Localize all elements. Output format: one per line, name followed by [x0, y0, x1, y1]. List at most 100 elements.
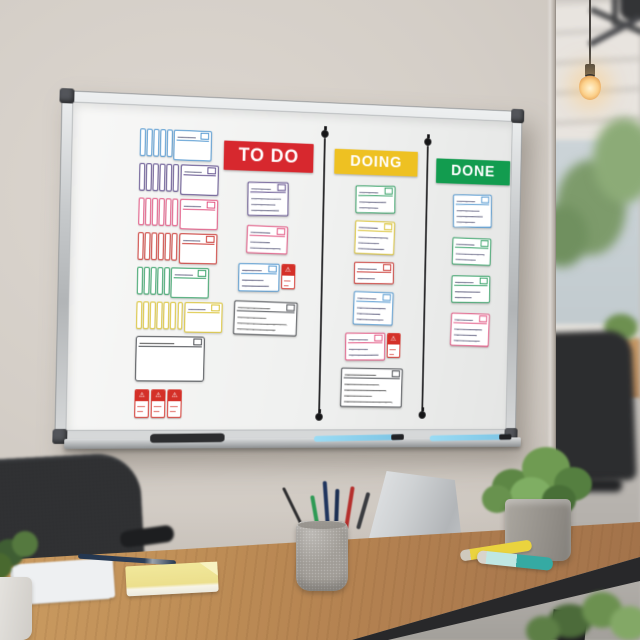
kanban-card-green: mmmmmmmmmmmmmmmmmmmmmmmmmmmmmmmmmmmmmmmm…	[451, 237, 492, 266]
card-number-box	[479, 315, 488, 323]
chair-seat	[620, 0, 640, 20]
scribble-line: mmmmmmmmmmmmmmmmmmmm	[453, 315, 474, 321]
kanban-card-red: mmmmmmmmmmmmmmmmmmmm mmmmmmmmmmmmmmmmmmmm	[353, 261, 394, 285]
card-number-box	[384, 187, 393, 195]
card-header: mmmmmmmmmmmmmmmmmmmm	[250, 183, 286, 193]
stacked-card-edge	[166, 163, 173, 192]
scribble-line: mmmmmmmmmmmmmmmmmmmm	[282, 277, 291, 282]
warning-tag: ⚠mmmmmmmmmmmmmmmmmmmmmmmmmmmmmmmmmmmmmmm…	[386, 332, 401, 358]
yellow-notepad	[125, 561, 219, 597]
card-body: mmmmmmmmmmmmmmmmmmmmmmmmmmmmmmmmmmmmmmmm…	[236, 312, 294, 332]
card-header: mmmmmmmmmmmmmmmmmmmm	[183, 166, 216, 177]
card-body: mmmmmmmmmmmmmmmmmmmmmmmmmmmmmmmmmmmmmmmm	[358, 197, 392, 209]
stacked-card-edge	[160, 129, 167, 157]
stacked-card-edge	[157, 267, 164, 295]
card-number-box	[267, 265, 277, 273]
whiteboard-marker	[313, 434, 403, 442]
pendant-lamp-bulb	[579, 74, 601, 100]
scribble-line: mmmmmmmmmmmmmmmmmmmm	[282, 282, 289, 287]
scribble-line: mmmmmmmmmmmmmmmmmmmm	[454, 255, 477, 261]
card-header: mmmmmmmmmmmmmmmmmmmm	[356, 263, 392, 273]
scribble-line: mmmmmmmmmmmmmmmmmmmm	[455, 212, 484, 218]
card-header: mmmmmmmmmmmmmmmmmmmm	[455, 196, 490, 206]
column-cards-done: mmmmmmmmmmmmmmmmmmmmmmmmmmmmmmmmmmmmmmmm…	[449, 194, 492, 347]
scribble-line: mmmmmmmmmmmmmmmmmmmm	[152, 408, 160, 413]
scribble-line: mmmmmmmmmmmmmmmmmmmm	[181, 236, 201, 242]
scribble-line: mmmmmmmmmmmmmmmmmmmm	[358, 188, 379, 194]
warning-icon: ⚠	[281, 264, 295, 276]
warning-tag: ⚠mmmmmmmmmmmmmmmmmmmmmmmmmmmmmmmmmmmmmmm…	[166, 389, 182, 418]
card-number-box	[277, 184, 286, 192]
scribble-line: mmmmmmmmmmmmmmmmmmmm	[388, 346, 397, 351]
card-header: mmmmmmmmmmmmmmmmmmmm	[182, 200, 215, 211]
card-header: mmmmmmmmmmmmmmmmmmmm	[453, 314, 488, 325]
scribble-line: mmmmmmmmmmmmmmmmmmmm	[355, 309, 381, 315]
scribble-line: mmmmmmmmmmmmmmmmmmmm	[355, 314, 384, 321]
card-body: mmmmmmmmmmmmmmmmmmmmmmmmmmmmmmmmmmmmmmmm	[454, 249, 489, 261]
card-template-stack-purple: mmmmmmmmmmmmmmmmmmmm	[138, 162, 225, 197]
card-body: mmmmmmmmmmmmmmmmmmmmmmmmmmmmmmmmmmmmmmmm	[453, 287, 488, 299]
scribble-line: mmmmmmmmmmmmmmmmmmmm	[358, 197, 387, 203]
scribble-line: mmmmmmmmmmmmmmmmmmmm	[357, 244, 385, 251]
kanban-card-green: mmmmmmmmmmmmmmmmmmmmmmmmmmmmmmmmmmmmmmmm…	[355, 185, 396, 214]
card-template-stack-yellow: mmmmmmmmmmmmmmmmmmmm	[136, 301, 223, 333]
card-number-box	[391, 370, 401, 378]
card-header: mmmmmmmmmmmmmmmmmmmm	[138, 337, 203, 348]
kanban-card-yellow: mmmmmmmmmmmmmmmmmmmm mmmmmmmmmmmmmmmmmmmm…	[354, 220, 396, 256]
stacked-card-edge	[152, 163, 159, 192]
card-header: mmmmmmmmmmmmmmmmmmmm	[347, 334, 383, 344]
scribble-line: mmmmmmmmmmmmmmmmmmmm	[169, 403, 178, 408]
card-header: mmmmmmmmmmmmmmmmmmmm	[236, 302, 295, 314]
scribble-line: mmmmmmmmmmmmmmmmmmmm	[388, 351, 395, 355]
card-header: mmmmmmmmmmmmmmmmmmmm	[455, 239, 489, 249]
scribble-line: mmmmmmmmmmmmmmmmmmmm	[347, 335, 368, 341]
stacked-card-edge	[138, 162, 145, 191]
kanban-card-pink: mmmmmmmmmmmmmmmmmmmmmmmmmmmmmmmmmmmmmmmm…	[344, 332, 385, 361]
column-header-todo: TO DO	[223, 140, 314, 173]
scribble-line: mmmmmmmmmmmmmmmmmmmm	[250, 206, 280, 212]
stacked-card-edge	[150, 266, 157, 295]
card-header: mmmmmmmmmmmmmmmmmmmm	[343, 369, 401, 380]
card-number-box	[206, 201, 215, 209]
scribble-line: mmmmmmmmmmmmmmmmmmmm	[240, 281, 269, 287]
leaf-cluster	[12, 531, 38, 557]
kanban-card-dark: mmmmmmmmmmmmmmmmmmmmmmmmmmmmmmmmmmmmmmmm…	[232, 300, 298, 337]
card-body: mmmmmmmmmmmmmmmmmmmmmmmmmmmmmmmmmmmmmmmm…	[455, 206, 489, 223]
scribble-line: mmmmmmmmmmmmmmmmmmmm	[356, 274, 375, 280]
warning-tag-stack: ⚠mmmmmmmmmmmmmmmmmmmmmmmmmmmmmmmmmmmmmmm…	[134, 389, 220, 418]
frame-corner-cap	[511, 108, 525, 124]
warning-icon: ⚠	[168, 390, 181, 402]
warning-tag: ⚠mmmmmmmmmmmmmmmmmmmmmmmmmmmmmmmmmmmmmmm…	[280, 263, 296, 290]
scribble-line: mmmmmmmmmmmmmmmmmmmm	[452, 330, 477, 337]
leaf-cluster	[0, 553, 12, 579]
scribble-line: mmmmmmmmmmmmmmmmmmmm	[357, 223, 378, 229]
stacked-card-edge	[176, 301, 183, 330]
scribble-line: mmmmmmmmmmmmmmmmmmmm	[183, 167, 203, 173]
scribble-line: mmmmmmmmmmmmmmmmmmmm	[455, 197, 476, 203]
kanban-card-dark: mmmmmmmmmmmmmmmmmmmmmmmmmmmmmmmmmmmmmmmm…	[340, 367, 403, 408]
warning-icon: ⚠	[387, 333, 400, 345]
stacked-card-front: mmmmmmmmmmmmmmmmmmmm	[179, 164, 219, 197]
scribble-line: mmmmmmmmmmmmmmmmmmmm	[343, 380, 380, 386]
stacked-card-front: mmmmmmmmmmmmmmmmmmmm	[173, 129, 213, 162]
blank-card: mmmmmmmmmmmmmmmmmmmm	[134, 335, 205, 382]
scribble-line: mmmmmmmmmmmmmmmmmmmm	[249, 243, 282, 250]
pendant-lamp-socket	[585, 64, 595, 77]
stacked-card-edge	[145, 197, 151, 226]
warning-tag-body: mmmmmmmmmmmmmmmmmmmmmmmmmmmmmmmmmmmmmmmm	[168, 401, 181, 414]
card-header: mmmmmmmmmmmmmmmmmmmm	[249, 226, 286, 238]
scribble-line: mmmmmmmmmmmmmmmmmmmm	[455, 240, 475, 246]
stacked-card-edge	[171, 232, 178, 261]
scribble-line: mmmmmmmmmmmmmmmmmmmm	[250, 194, 282, 200]
kanban-card-blue: mmmmmmmmmmmmmmmmmmmmmmmmmmmmmmmmmmmmmmmm…	[237, 263, 280, 292]
card-number-box	[384, 223, 393, 231]
leaf-cluster	[610, 606, 640, 640]
stacked-card-edge	[159, 163, 166, 192]
stacked-card-edge	[158, 198, 165, 226]
stacked-card-edge	[170, 301, 177, 330]
stacked-card-edge	[136, 301, 142, 330]
card-number-box	[200, 132, 210, 140]
card-number-box	[198, 269, 207, 277]
warning-icon: ⚠	[151, 390, 165, 402]
pencil	[356, 491, 371, 530]
